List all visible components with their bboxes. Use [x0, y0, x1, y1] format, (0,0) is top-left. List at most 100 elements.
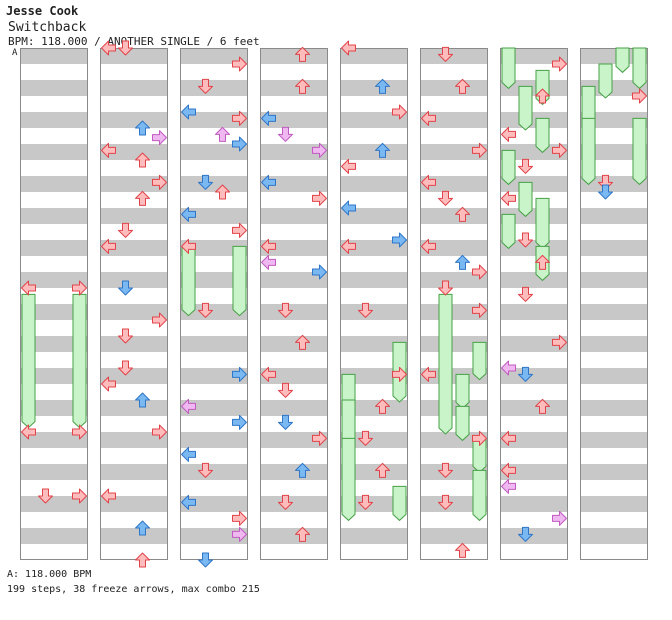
- beat-stripe: [20, 48, 88, 64]
- step-arrow-right: [232, 526, 247, 542]
- step-arrow-right: [232, 510, 247, 526]
- beat-stripe: [500, 528, 568, 544]
- step-arrow-right: [312, 142, 327, 158]
- step-arrow-left: [21, 424, 36, 440]
- freeze-arrow: [472, 341, 487, 381]
- beat-stripe: [340, 464, 408, 480]
- beat-stripe: [500, 304, 568, 320]
- beat-stripe: [20, 336, 88, 352]
- song-title: Switchback: [8, 20, 87, 35]
- beat-stripe: [100, 208, 168, 224]
- step-arrow-down: [118, 328, 133, 344]
- beat-stripe: [420, 464, 488, 480]
- beat-stripe: [100, 400, 168, 416]
- step-arrow-down: [518, 158, 533, 174]
- beat-stripe: [180, 272, 248, 288]
- beat-stripe: [340, 112, 408, 128]
- beat-stripe: [260, 176, 328, 192]
- beat-stripe: [100, 432, 168, 448]
- beat-stripe: [180, 240, 248, 256]
- freeze-arrow: [392, 485, 407, 522]
- beat-stripe: [580, 400, 648, 416]
- beat-stripe: [420, 304, 488, 320]
- beat-stripe: [20, 400, 88, 416]
- step-arrow-left: [261, 254, 276, 270]
- step-arrow-left: [181, 494, 196, 510]
- step-arrow-left: [261, 238, 276, 254]
- beat-stripe: [420, 400, 488, 416]
- beat-stripe: [260, 336, 328, 352]
- step-arrow-down: [118, 280, 133, 296]
- beat-stripe: [340, 176, 408, 192]
- beat-stripe: [500, 208, 568, 224]
- step-arrow-right: [552, 142, 567, 158]
- step-arrow-up: [135, 520, 150, 536]
- beat-stripe: [580, 208, 648, 224]
- beat-stripe: [20, 272, 88, 288]
- beat-stripe: [260, 528, 328, 544]
- step-arrow-up: [215, 184, 230, 200]
- beat-stripe: [340, 432, 408, 448]
- step-arrow-right: [472, 430, 487, 446]
- beat-stripe: [420, 368, 488, 384]
- step-arrow-down: [198, 552, 213, 568]
- step-arrow-down: [278, 382, 293, 398]
- beat-stripe: [20, 112, 88, 128]
- step-arrow-left: [181, 398, 196, 414]
- column-border: [420, 48, 488, 560]
- beat-stripe: [420, 112, 488, 128]
- beat-stripe: [420, 48, 488, 64]
- freeze-arrow: [501, 47, 516, 90]
- beat-stripe: [20, 464, 88, 480]
- freeze-arrow: [632, 117, 647, 186]
- beat-stripe: [180, 336, 248, 352]
- freeze-arrow: [535, 117, 550, 154]
- step-arrow-left: [501, 190, 516, 206]
- step-arrow-right: [312, 190, 327, 206]
- step-arrow-left: [341, 40, 356, 56]
- beat-stripe: [580, 144, 648, 160]
- step-arrow-left: [181, 446, 196, 462]
- step-arrow-down: [598, 184, 613, 200]
- step-arrow-up: [295, 334, 310, 350]
- beat-stripe: [580, 240, 648, 256]
- step-arrow-up: [455, 542, 470, 558]
- step-arrow-up: [135, 190, 150, 206]
- step-arrow-left: [101, 376, 116, 392]
- step-arrow-left: [101, 488, 116, 504]
- step-arrow-left: [421, 238, 436, 254]
- chart-meta: BPM: 118.000 / ANOTHER SINGLE / 6 feet: [8, 35, 260, 48]
- beat-stripe: [580, 464, 648, 480]
- freeze-arrow: [455, 373, 470, 410]
- step-arrow-right: [72, 280, 87, 296]
- beat-stripe: [500, 400, 568, 416]
- beat-stripe: [500, 80, 568, 96]
- beat-stripe: [580, 496, 648, 512]
- step-arrow-up: [295, 462, 310, 478]
- bpm-marker-label: A: [12, 48, 18, 58]
- beat-stripe: [180, 304, 248, 320]
- freeze-arrow: [518, 85, 533, 131]
- column-border: [180, 48, 248, 560]
- step-arrow-up: [295, 78, 310, 94]
- column-border: [100, 48, 168, 560]
- step-arrow-left: [181, 238, 196, 254]
- beat-stripe: [260, 400, 328, 416]
- beat-stripe: [180, 208, 248, 224]
- beat-stripe: [260, 464, 328, 480]
- step-arrow-down: [438, 46, 453, 62]
- freeze-arrow: [455, 405, 470, 442]
- step-arrow-right: [72, 424, 87, 440]
- step-arrow-left: [421, 174, 436, 190]
- step-arrow-right: [312, 430, 327, 446]
- step-arrow-up: [295, 526, 310, 542]
- beat-stripe: [500, 48, 568, 64]
- beat-stripe: [340, 368, 408, 384]
- step-arrow-down: [278, 126, 293, 142]
- step-arrow-left: [181, 104, 196, 120]
- step-arrow-right: [232, 222, 247, 238]
- beat-stripe: [500, 176, 568, 192]
- freeze-arrow: [615, 47, 630, 74]
- beat-stripe: [580, 336, 648, 352]
- step-arrow-up: [375, 462, 390, 478]
